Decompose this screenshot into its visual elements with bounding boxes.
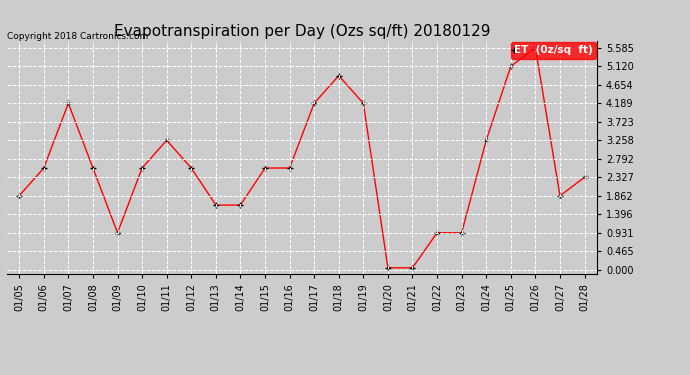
Legend: ET  (0z/sq  ft): ET (0z/sq ft)	[511, 42, 595, 58]
ET  (0z/sq  ft)	[335, 74, 343, 78]
ET  (0z/sq  ft)	[482, 138, 491, 142]
ET  (0z/sq  ft)	[506, 64, 515, 69]
ET  (0z/sq  ft)	[236, 203, 244, 207]
ET  (0z/sq  ft)	[580, 175, 589, 180]
ET  (0z/sq  ft)	[64, 101, 72, 105]
Text: Copyright 2018 Cartronics.com: Copyright 2018 Cartronics.com	[7, 32, 148, 41]
ET  (0z/sq  ft)	[15, 194, 23, 198]
ET  (0z/sq  ft)	[138, 166, 146, 170]
ET  (0z/sq  ft)	[39, 166, 48, 170]
ET  (0z/sq  ft)	[408, 266, 417, 270]
ET  (0z/sq  ft)	[359, 101, 368, 105]
ET  (0z/sq  ft)	[286, 166, 294, 170]
ET  (0z/sq  ft)	[212, 203, 220, 207]
ET  (0z/sq  ft)	[556, 194, 564, 198]
ET  (0z/sq  ft)	[531, 45, 540, 50]
Line: ET  (0z/sq  ft): ET (0z/sq ft)	[16, 44, 588, 271]
ET  (0z/sq  ft)	[310, 101, 318, 105]
ET  (0z/sq  ft)	[261, 166, 269, 170]
ET  (0z/sq  ft)	[457, 231, 466, 235]
ET  (0z/sq  ft)	[113, 231, 121, 235]
ET  (0z/sq  ft)	[163, 138, 171, 142]
Title: Evapotranspiration per Day (Ozs sq/ft) 20180129: Evapotranspiration per Day (Ozs sq/ft) 2…	[114, 24, 490, 39]
ET  (0z/sq  ft)	[89, 166, 97, 170]
ET  (0z/sq  ft)	[187, 166, 195, 170]
ET  (0z/sq  ft)	[384, 266, 392, 270]
ET  (0z/sq  ft)	[433, 231, 441, 235]
